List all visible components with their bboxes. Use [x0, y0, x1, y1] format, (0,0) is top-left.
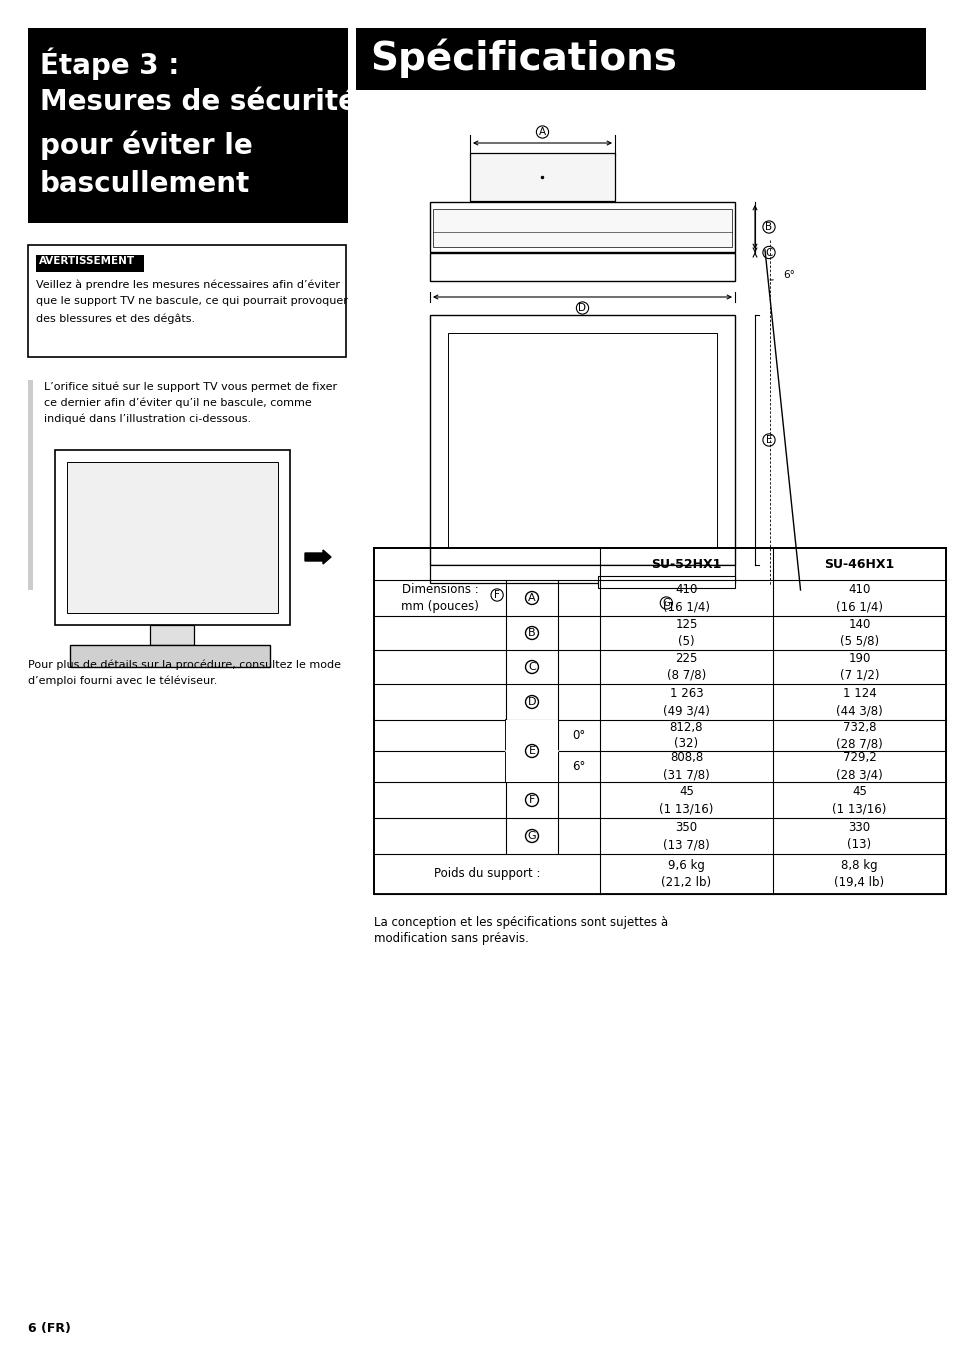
Text: Pour plus de détails sur la procédure, consultez le mode: Pour plus de détails sur la procédure, c… — [28, 661, 340, 670]
Text: 812,8
(32): 812,8 (32) — [669, 720, 702, 751]
Text: indiqué dans l’illustration ci-dessous.: indiqué dans l’illustration ci-dessous. — [44, 413, 251, 424]
Bar — [470, 153, 615, 201]
Text: F: F — [494, 590, 499, 600]
Text: D: D — [527, 697, 536, 707]
Text: 6°: 6° — [782, 270, 794, 280]
Text: pour éviter le: pour éviter le — [40, 130, 253, 159]
Text: La conception et les spécifications sont sujettes à: La conception et les spécifications sont… — [374, 916, 667, 929]
Bar — [448, 332, 717, 547]
Text: A: A — [538, 127, 545, 136]
Text: E: E — [528, 746, 535, 757]
Bar — [374, 549, 945, 894]
Text: 45
(1 13/16): 45 (1 13/16) — [831, 785, 885, 815]
Text: E: E — [765, 435, 771, 444]
Text: Veillez à prendre les mesures nécessaires afin d’éviter: Veillez à prendre les mesures nécessaire… — [36, 280, 339, 289]
Text: A: A — [528, 593, 536, 603]
FancyArrow shape — [305, 550, 331, 563]
Text: B: B — [764, 222, 772, 232]
Bar — [28, 28, 348, 223]
Bar — [55, 450, 290, 626]
Text: 125
(5): 125 (5) — [675, 617, 697, 648]
Text: 6°: 6° — [572, 761, 585, 773]
Text: 140
(5 5/8): 140 (5 5/8) — [839, 617, 878, 648]
Bar — [430, 565, 734, 584]
Text: 9,6 kg
(21,2 lb): 9,6 kg (21,2 lb) — [660, 859, 711, 889]
Bar — [28, 380, 33, 590]
Text: AVERTISSEMENT: AVERTISSEMENT — [39, 255, 135, 266]
Text: 732,8
(28 7/8): 732,8 (28 7/8) — [835, 720, 882, 751]
Text: 1 263
(49 3/4): 1 263 (49 3/4) — [662, 688, 709, 717]
Text: 410
(16 1/4): 410 (16 1/4) — [662, 584, 709, 613]
Text: Spécifications: Spécifications — [370, 38, 677, 77]
Bar — [355, 28, 925, 91]
Text: D: D — [578, 303, 586, 313]
Text: C: C — [764, 247, 772, 258]
Bar — [433, 209, 731, 247]
Text: 350
(13 7/8): 350 (13 7/8) — [662, 821, 709, 851]
Text: 225
(8 7/8): 225 (8 7/8) — [666, 653, 705, 682]
Text: 1 124
(44 3/8): 1 124 (44 3/8) — [835, 688, 882, 717]
Text: 6 (FR): 6 (FR) — [28, 1323, 71, 1335]
Text: 808,8
(31 7/8): 808,8 (31 7/8) — [662, 751, 709, 781]
Text: C: C — [528, 662, 536, 671]
Text: B: B — [528, 628, 536, 638]
Text: que le support TV ne bascule, ce qui pourrait provoquer: que le support TV ne bascule, ce qui pou… — [36, 296, 348, 305]
Bar — [150, 626, 193, 644]
Text: G: G — [661, 598, 670, 608]
Text: SU-46HX1: SU-46HX1 — [823, 558, 894, 570]
Bar — [598, 576, 734, 588]
Bar — [36, 255, 144, 272]
Text: Dimensions :
mm (pouces): Dimensions : mm (pouces) — [400, 584, 478, 613]
Text: Mesures de sécurité: Mesures de sécurité — [40, 88, 356, 116]
Bar — [430, 253, 734, 281]
Text: des blessures et des dégâts.: des blessures et des dégâts. — [36, 313, 195, 323]
Text: 45
(1 13/16): 45 (1 13/16) — [659, 785, 713, 815]
Text: F: F — [528, 794, 535, 805]
Bar — [430, 203, 734, 253]
Text: L’orifice situé sur le support TV vous permet de fixer: L’orifice situé sur le support TV vous p… — [44, 382, 336, 393]
Text: G: G — [527, 831, 536, 842]
Text: Poids du support :: Poids du support : — [434, 867, 539, 881]
Text: 330
(13): 330 (13) — [846, 821, 871, 851]
Text: 0°: 0° — [572, 730, 585, 742]
Bar — [28, 245, 346, 357]
Text: SU-52HX1: SU-52HX1 — [651, 558, 720, 570]
Bar — [67, 462, 277, 613]
Text: d’emploi fourni avec le téléviseur.: d’emploi fourni avec le téléviseur. — [28, 676, 217, 686]
Bar — [505, 720, 558, 782]
Text: 190
(7 1/2): 190 (7 1/2) — [839, 653, 879, 682]
Text: ce dernier afin d’éviter qu’il ne bascule, comme: ce dernier afin d’éviter qu’il ne bascul… — [44, 399, 312, 408]
Bar — [430, 315, 734, 565]
Text: 410
(16 1/4): 410 (16 1/4) — [835, 584, 882, 613]
Text: Étape 3 :: Étape 3 : — [40, 49, 179, 81]
Text: 8,8 kg
(19,4 lb): 8,8 kg (19,4 lb) — [834, 859, 883, 889]
Bar — [70, 644, 270, 667]
Text: 729,2
(28 3/4): 729,2 (28 3/4) — [835, 751, 882, 781]
Text: bascullement: bascullement — [40, 170, 250, 199]
Text: modification sans préavis.: modification sans préavis. — [374, 932, 528, 944]
